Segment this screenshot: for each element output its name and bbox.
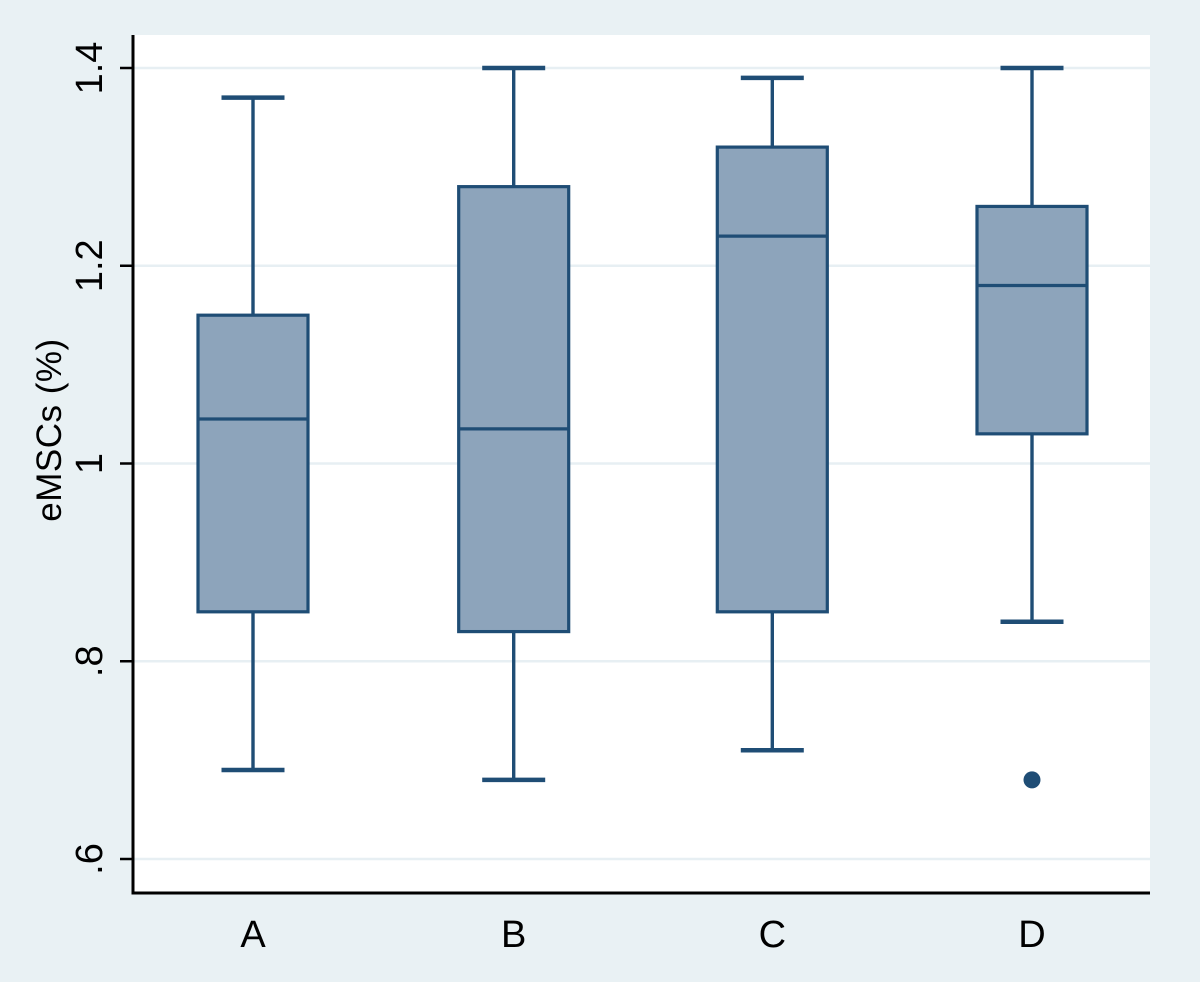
x-tick-label-B: B <box>501 914 526 956</box>
box-B-iqr-rect <box>457 185 571 634</box>
y-axis-title: eMSCs (%) <box>30 338 69 522</box>
y-tick-label: 1.4 <box>69 42 111 95</box>
x-tick-label-C: C <box>759 914 786 956</box>
box-C-iqr-rect <box>715 145 829 614</box>
y-tick-label: 1.2 <box>69 239 111 292</box>
y-tick-label: .8 <box>69 645 111 677</box>
box-A-iqr-rect <box>196 313 310 614</box>
y-tick-label: 1 <box>69 453 111 474</box>
box-D-outlier-point <box>1023 771 1041 789</box>
x-tick-label-A: A <box>240 914 266 956</box>
y-tick-label: .6 <box>69 843 111 875</box>
box-D-iqr-rect <box>975 204 1089 436</box>
x-tick-label-D: D <box>1018 914 1045 956</box>
